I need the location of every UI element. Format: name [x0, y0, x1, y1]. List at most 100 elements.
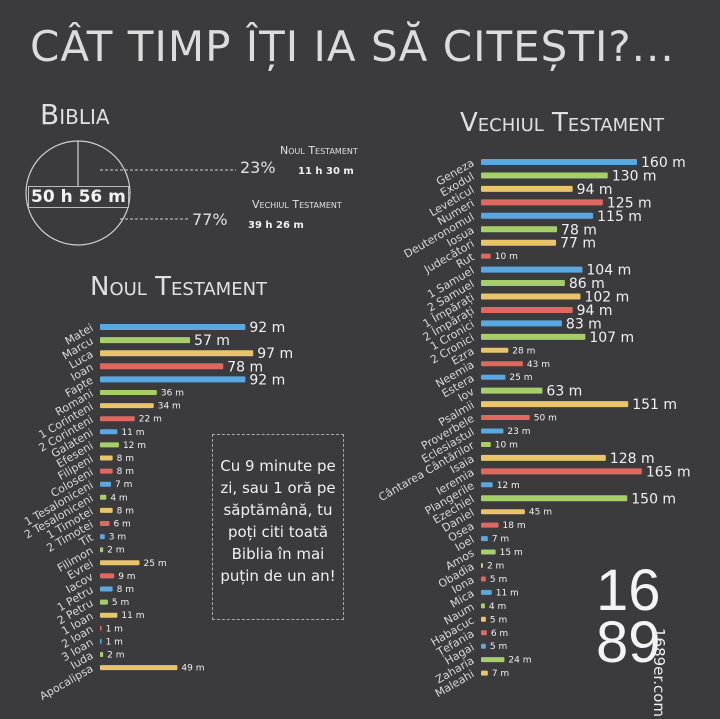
vt-value-label: 63 m [546, 384, 582, 400]
vt-bar [481, 226, 558, 233]
vt-value-label: 7 m [492, 535, 509, 545]
vt-bar [481, 657, 505, 663]
nt-bar [100, 429, 118, 435]
nt-bar [100, 494, 107, 500]
nt-value-label: 11 m [121, 428, 144, 438]
nt-value-label: 49 m [181, 664, 204, 674]
vt-bar [481, 172, 608, 179]
vt-value-label: 104 m [586, 263, 631, 279]
vt-value-label: 94 m [577, 182, 613, 198]
nt-bar [100, 324, 246, 330]
vt-bar [481, 563, 483, 568]
nt-value-label: 78 m [227, 359, 263, 375]
nt-bar [100, 337, 191, 344]
pie-label-nt: Noul Testament [280, 144, 358, 157]
nt-bar [100, 403, 154, 409]
vt-value-label: 10 m [495, 252, 518, 262]
vt-bar [481, 522, 499, 528]
vt-value-label: 128 m [610, 451, 655, 467]
nt-value-label: 4 m [110, 493, 127, 503]
nt-value-label: 11 m [121, 611, 144, 621]
vt-bar [481, 643, 486, 649]
vt-bar [481, 347, 509, 353]
vt-bar [481, 333, 586, 340]
pie-time-nt: 11 h 30 m [298, 166, 354, 177]
vt-value-label: 107 m [589, 330, 634, 346]
nt-value-label: 9 m [118, 572, 135, 582]
nt-bar [100, 350, 254, 357]
vt-bar [481, 374, 506, 380]
nt-bar [100, 586, 113, 592]
nt-bar [100, 376, 246, 383]
vt-value-label: 4 m [489, 602, 506, 612]
vt-value-label: 28 m [512, 346, 535, 356]
vt-value-label: 23 m [507, 427, 530, 437]
vt-bar [481, 387, 543, 394]
nt-value-label: 97 m [257, 346, 293, 362]
nt-bar [100, 507, 113, 513]
nt-bar [100, 625, 102, 631]
vt-value-label: 5 m [490, 575, 507, 585]
vt-bar [481, 670, 488, 676]
logo-site: 1689er.com [650, 628, 668, 717]
vt-bar [481, 536, 488, 542]
vt-value-label: 43 m [527, 360, 550, 370]
nt-value-label: 36 m [161, 389, 184, 399]
vt-value-label: 45 m [529, 508, 552, 518]
nt-bar [100, 638, 102, 644]
vt-value-label: 115 m [597, 209, 642, 225]
nt-value-label: 22 m [139, 415, 162, 425]
vt-bar [481, 212, 594, 219]
nt-value-label: 1 m [106, 637, 123, 647]
vt-value-label: 151 m [632, 397, 677, 413]
nt-bar [100, 547, 104, 553]
nt-category-label: Apocalipsa [37, 662, 95, 703]
vt-value-label: 5 m [490, 615, 507, 625]
vt-value-label: 24 m [508, 656, 531, 666]
nt-bar [100, 521, 110, 526]
vt-bar [481, 616, 486, 622]
nt-value-label: 2 m [107, 651, 124, 661]
vt-value-label: 10 m [495, 440, 518, 450]
vt-value-label: 150 m [631, 491, 676, 507]
nt-value-label: 3 m [109, 533, 126, 543]
vt-value-label: 7 m [492, 669, 509, 679]
nt-bar [100, 442, 119, 448]
pie-time-vt: 39 h 26 m [248, 220, 304, 231]
nt-heading: Noul Testament [90, 272, 268, 302]
nt-value-label: 34 m [158, 402, 181, 412]
vt-bar [481, 239, 557, 246]
nt-bar [100, 612, 118, 618]
nt-value-label: 57 m [194, 333, 230, 349]
nt-bar [100, 599, 108, 605]
vt-bar [481, 253, 491, 259]
page-title: CÂT TIMP ÎȚI IA SĂ CITEȘTI?... [30, 22, 675, 71]
vt-value-label: 15 m [500, 548, 523, 558]
nt-value-label: 8 m [117, 585, 134, 595]
logo-1689: 16 89 [596, 562, 676, 675]
vt-bar [481, 482, 493, 488]
vt-bar [481, 576, 486, 582]
vt-value-label: 77 m [560, 236, 596, 252]
logo-bottom: 89 [596, 610, 661, 675]
vt-value-label: 12 m [497, 481, 520, 491]
vt-bar [481, 280, 565, 287]
vt-value-label: 165 m [646, 464, 691, 480]
vt-bar [481, 293, 581, 300]
vt-value-label: 125 m [607, 195, 652, 211]
vt-value-label: 94 m [577, 303, 613, 319]
vt-bar [481, 199, 603, 206]
vt-heading: Vechiul Testament [460, 108, 664, 138]
pie-label-vt: Vechiul Testament [252, 198, 342, 211]
pie-pct-vt: 77% [192, 210, 228, 229]
nt-bar [100, 390, 157, 395]
nt-bar [100, 416, 135, 422]
nt-value-label: 5 m [112, 598, 129, 608]
vt-bar [481, 441, 491, 447]
nt-value-label: 8 m [117, 467, 134, 477]
pie-pct-nt: 23% [240, 158, 276, 177]
vt-bar [481, 468, 642, 475]
nt-value-label: 2 m [107, 546, 124, 556]
vt-value-label: 83 m [566, 316, 602, 332]
